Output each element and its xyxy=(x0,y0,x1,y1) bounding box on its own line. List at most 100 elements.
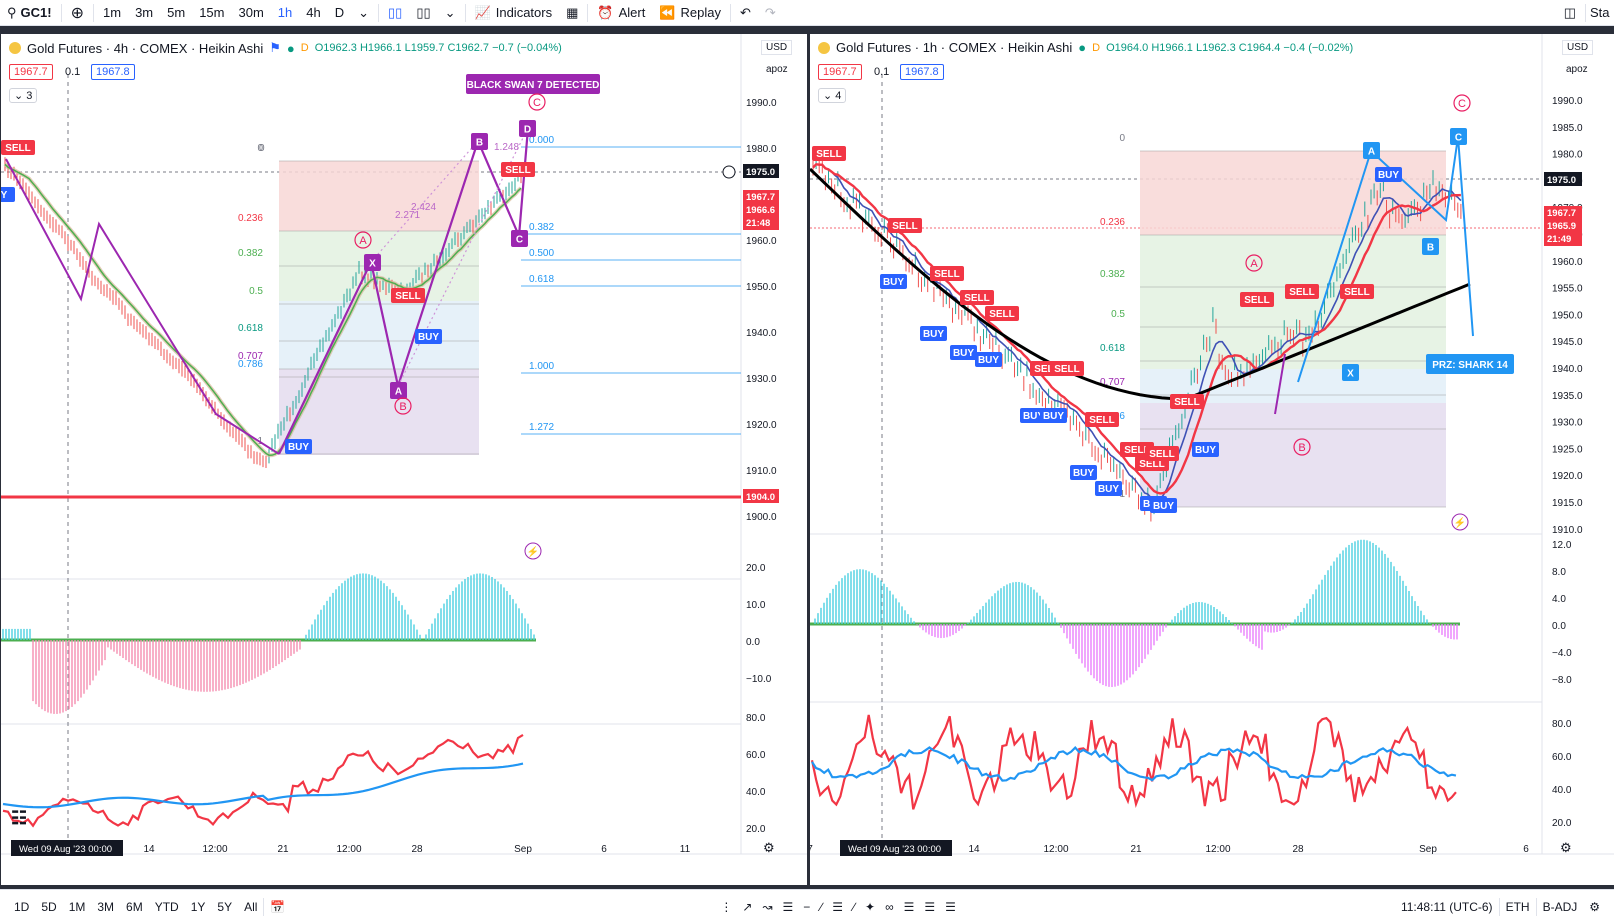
left-currency-selector[interactable]: USD xyxy=(761,40,793,55)
save-button[interactable]: Sta xyxy=(1590,5,1610,20)
fib-zone xyxy=(279,301,479,369)
left-indicator-toggle[interactable]: ⌄ 3 xyxy=(9,88,38,103)
time-tick: 12:00 xyxy=(1043,844,1068,855)
divider xyxy=(378,3,380,22)
top-toolbar: ⚲ GC1! ⊕ 1m 3m 5m 15m 30m 1h 4h D ⌄ ▯▯ ▯… xyxy=(0,0,1614,26)
range-1y[interactable]: 1Y xyxy=(190,899,206,914)
timeframe-dropdown[interactable]: ⌄ xyxy=(351,0,376,26)
replay-button[interactable]: ⏪ Replay xyxy=(652,0,728,26)
left-chart-canvas[interactable]: 00.2360.3820.50.6180.7070.78610.0000.382… xyxy=(1,34,807,885)
left-chart-pane[interactable]: 0 0.236 0.382 0.5 0.618 0.707 0.786 1 0.000 0.382… xyxy=(1,34,807,885)
divider xyxy=(1585,3,1586,22)
goto-date-button[interactable]: 📅 xyxy=(264,900,291,914)
price-tick: 1930.0 xyxy=(1552,418,1583,429)
adjust-button[interactable]: B-ADJ xyxy=(1542,899,1578,914)
redo-button[interactable]: ↷ xyxy=(758,0,783,26)
price-tag-close: 1967.7 xyxy=(1547,208,1576,219)
price-tick: 1915.0 xyxy=(1552,498,1583,509)
pattern-point-label: D xyxy=(524,125,531,136)
signal-sell: SELL xyxy=(1244,295,1270,306)
ema-fast xyxy=(812,163,1462,503)
timeframe-5m[interactable]: 5m xyxy=(167,5,186,20)
right-buy-price[interactable]: 1967.8 xyxy=(900,64,944,80)
timeframe-3m[interactable]: 3m xyxy=(135,5,154,20)
range-5d[interactable]: 5D xyxy=(41,899,57,914)
symbol-search[interactable]: ⚲ GC1! xyxy=(0,0,59,26)
price-tag-timer: 21:49 xyxy=(1547,234,1571,245)
timeframe-1h[interactable]: 1h xyxy=(277,5,293,20)
chart-type-button[interactable]: ▯▯ xyxy=(381,0,409,26)
timeframe-1m[interactable]: 1m xyxy=(103,5,122,20)
chevron-down-icon: ⌄ xyxy=(823,90,833,102)
undo-button[interactable]: ↶ xyxy=(733,0,758,26)
right-apoz[interactable]: apoz xyxy=(1566,64,1588,75)
range-5y[interactable]: 5Y xyxy=(217,899,233,914)
circle-label-b-ring xyxy=(394,397,412,415)
circle-label-c-ring xyxy=(1453,94,1471,112)
range-6m[interactable]: 6M xyxy=(126,899,143,914)
right-chart-title[interactable]: Gold Futures · 1h · COMEX · Heikin Ashi xyxy=(836,40,1073,55)
signal-sell-bg xyxy=(1240,292,1274,307)
compare-symbol-button[interactable]: ⊕ xyxy=(64,0,91,26)
signal-buy: BUY xyxy=(978,355,999,366)
alert-label: Alert xyxy=(618,5,646,20)
circle-label-a-ring xyxy=(1245,254,1263,272)
lightning-icon-glyph: ⚡ xyxy=(527,545,539,558)
fib-level-label: 0.707 xyxy=(238,351,263,362)
osc-tick: 0.0 xyxy=(1552,621,1566,632)
drawing-tools-strip[interactable]: ⋮↗↝☰−∕☰∕✦∞☰☰☰ xyxy=(714,900,972,914)
replay-label: Replay xyxy=(680,5,721,20)
left-sell-price[interactable]: 1967.7 xyxy=(9,64,53,80)
range-1m[interactable]: 1M xyxy=(68,899,86,914)
time-tick: 11 xyxy=(680,844,691,855)
fib-zone xyxy=(1140,151,1446,235)
rsi-line-red xyxy=(2,733,524,828)
indicators-button[interactable]: 📈 Indicators xyxy=(468,0,560,26)
circle-label-c-ring xyxy=(528,93,546,111)
signal-sell: SELL xyxy=(1174,397,1200,408)
signal-buy: BUY xyxy=(1023,411,1044,422)
bar-type-button[interactable]: ▯▯ xyxy=(409,0,437,26)
clock-timezone[interactable]: 11:48:11 (UTC-6) xyxy=(1400,899,1493,914)
timeframe-30m[interactable]: 30m xyxy=(238,5,264,20)
bottom-toolbar: 1D 5D 1M 3M 6M YTD 1Y 5Y All 📅 ⋮↗↝☰−∕☰∕✦… xyxy=(0,889,1614,923)
indicators-label: Indicators xyxy=(495,5,553,20)
chart-type-dropdown[interactable]: ⌄ xyxy=(438,0,463,26)
circle-label-a: A xyxy=(1250,258,1258,270)
session-button[interactable]: ETH xyxy=(1505,899,1530,914)
timeframe-4h[interactable]: 4h xyxy=(306,5,321,20)
price-tag-crosshair-bg xyxy=(1544,172,1582,186)
osc-tick: 20.0 xyxy=(746,563,766,574)
left-apoz[interactable]: apoz xyxy=(766,64,788,75)
pattern-point-label: X xyxy=(369,259,376,270)
left-chart-title[interactable]: Gold Futures · 4h · COMEX · Heikin Ashi xyxy=(27,40,264,56)
fib-level-label: 0.5 xyxy=(1111,309,1125,320)
pattern-point-bg xyxy=(390,382,407,399)
signal-sell-bg xyxy=(1050,361,1084,376)
left-buy-price[interactable]: 1967.8 xyxy=(91,64,135,80)
settings-button[interactable]: ⚙ xyxy=(1583,900,1606,914)
range-ytd[interactable]: YTD xyxy=(154,899,179,914)
templates-button[interactable]: ▦ xyxy=(559,0,585,26)
range-3m[interactable]: 3M xyxy=(97,899,115,914)
timeframe-d[interactable]: D xyxy=(334,5,345,20)
fib-ext-label: 0.382 xyxy=(529,222,554,233)
right-currency-selector[interactable]: USD xyxy=(1562,40,1594,55)
right-indicator-toggle[interactable]: ⌄ 4 xyxy=(818,88,847,103)
fib-zone xyxy=(1140,235,1446,369)
timeframe-15m[interactable]: 15m xyxy=(199,5,225,20)
price-tag-close: 1967.7 xyxy=(746,192,775,203)
price-tick: 1960.0 xyxy=(746,236,777,247)
rsi-line-blue xyxy=(2,762,524,809)
circle-label-c: C xyxy=(1458,98,1466,110)
right-flag-d: D xyxy=(1092,41,1101,54)
alert-button[interactable]: ⏰ Alert xyxy=(590,0,652,26)
plus-circle-icon: ⊕ xyxy=(70,4,84,22)
right-sell-price[interactable]: 1967.7 xyxy=(818,64,862,80)
layout-button[interactable]: ◫ xyxy=(1557,0,1583,26)
range-1d[interactable]: 1D xyxy=(14,899,30,914)
pattern-point-bg xyxy=(1342,364,1359,381)
range-all[interactable]: All xyxy=(244,899,258,914)
